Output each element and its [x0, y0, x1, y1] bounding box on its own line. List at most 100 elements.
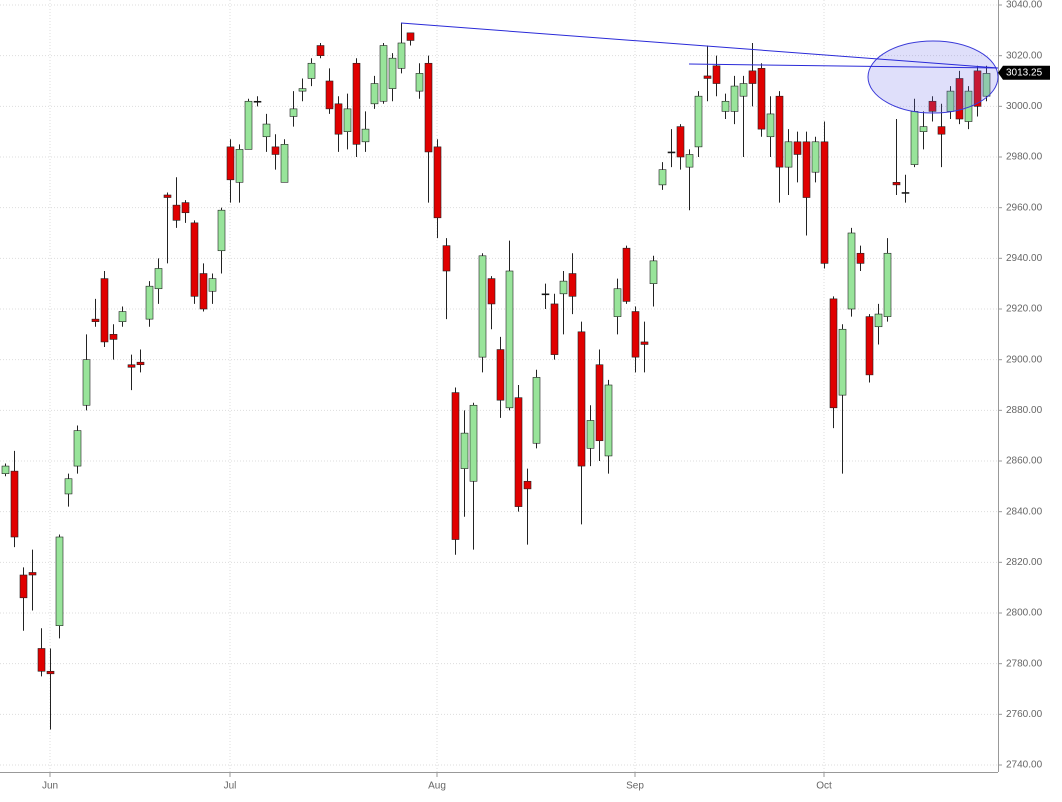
candle-body — [172, 204, 181, 221]
candle-body — [766, 113, 775, 138]
highlight-ellipse — [867, 40, 999, 114]
candle-body — [154, 268, 163, 290]
candle-body — [100, 278, 109, 343]
candle-body — [118, 311, 127, 322]
candle-body — [460, 432, 469, 469]
y-tick-label: 3000.00 — [1006, 101, 1043, 112]
candle-body — [208, 278, 217, 292]
candle-body — [46, 670, 55, 675]
candle-body — [505, 270, 514, 409]
candle-body — [244, 100, 253, 150]
candle-body — [190, 222, 199, 297]
candle-body — [28, 572, 37, 576]
candle-body — [424, 62, 433, 153]
candle-body — [694, 95, 703, 148]
candle-body — [784, 141, 793, 168]
candle-body — [127, 364, 136, 368]
candle-body — [820, 141, 829, 264]
candle-body — [847, 232, 856, 310]
candle-body — [640, 341, 649, 345]
candle-body — [658, 169, 667, 186]
plot-area — [0, 0, 998, 772]
annotations — [400, 22, 999, 114]
candle-body — [379, 45, 388, 102]
candle-body — [136, 361, 145, 366]
candle-body — [496, 349, 505, 401]
x-tick-label: Sep — [626, 781, 644, 792]
candle-body — [217, 209, 226, 252]
candle-body — [721, 100, 730, 112]
trend-line — [688, 63, 999, 69]
candle-body — [523, 480, 532, 490]
candle-body — [298, 88, 307, 92]
candle-body — [514, 397, 523, 507]
y-tick-label: 3040.00 — [1006, 0, 1043, 11]
candle-body — [568, 273, 577, 297]
candle-body — [253, 100, 262, 103]
candle-body — [541, 293, 550, 296]
candle-body — [451, 392, 460, 540]
candle-body — [631, 311, 640, 358]
candle-body — [748, 70, 757, 84]
candle-body — [892, 182, 901, 186]
y-tick-label: 2760.00 — [1006, 709, 1043, 720]
candle-body — [928, 100, 937, 112]
candle-body — [604, 384, 613, 457]
candle-body — [856, 252, 865, 264]
candle-body — [532, 377, 541, 444]
trend-line — [400, 22, 999, 69]
candle-body — [586, 420, 595, 449]
candle-body — [865, 316, 874, 376]
candle-body — [649, 260, 658, 284]
candle-body — [550, 303, 559, 355]
candle-body — [685, 154, 694, 168]
y-tick-label: 2740.00 — [1006, 760, 1043, 771]
x-tick-label: Jul — [224, 781, 237, 792]
candle-body — [82, 359, 91, 406]
candle-body — [289, 108, 298, 117]
candle-body — [415, 73, 424, 92]
candle-body — [181, 202, 190, 214]
candle-body — [676, 126, 685, 158]
candle-body — [91, 318, 100, 322]
candle-body — [433, 146, 442, 219]
candle-body — [316, 45, 325, 56]
y-tick-label: 2780.00 — [1006, 658, 1043, 669]
candle-body — [622, 247, 631, 302]
candle-body — [397, 42, 406, 69]
candle-body — [19, 574, 28, 599]
candle-body — [919, 126, 928, 132]
candle-body — [559, 280, 568, 295]
candle-body — [163, 194, 172, 198]
y-tick-label: 2820.00 — [1006, 557, 1043, 568]
candle-body — [235, 149, 244, 183]
candle-body — [883, 252, 892, 317]
candle-body — [226, 146, 235, 181]
candle-body — [388, 57, 397, 89]
candle-body — [469, 404, 478, 482]
candle-body — [55, 536, 64, 626]
candle-body — [361, 128, 370, 143]
candle-body — [739, 83, 748, 97]
candle-body — [271, 146, 280, 155]
candle-body — [334, 103, 343, 135]
last-price-tag — [998, 65, 1050, 80]
candle-body — [595, 364, 604, 442]
candle-body — [64, 478, 73, 495]
candle-body — [838, 328, 847, 396]
candle-body — [442, 245, 451, 272]
candle-body — [199, 273, 208, 310]
candle-body — [757, 68, 766, 130]
candle-body — [955, 78, 964, 120]
candle-body — [145, 285, 154, 320]
x-tick-label: Oct — [816, 781, 832, 792]
candle-body — [829, 298, 838, 409]
y-tick-label: 3020.00 — [1006, 50, 1043, 61]
candle-body — [109, 334, 118, 340]
candle-body — [325, 80, 334, 110]
candle-body — [973, 70, 982, 107]
candle-body — [712, 65, 721, 84]
y-tick-label: 2840.00 — [1006, 506, 1043, 517]
candle-body — [937, 126, 946, 135]
